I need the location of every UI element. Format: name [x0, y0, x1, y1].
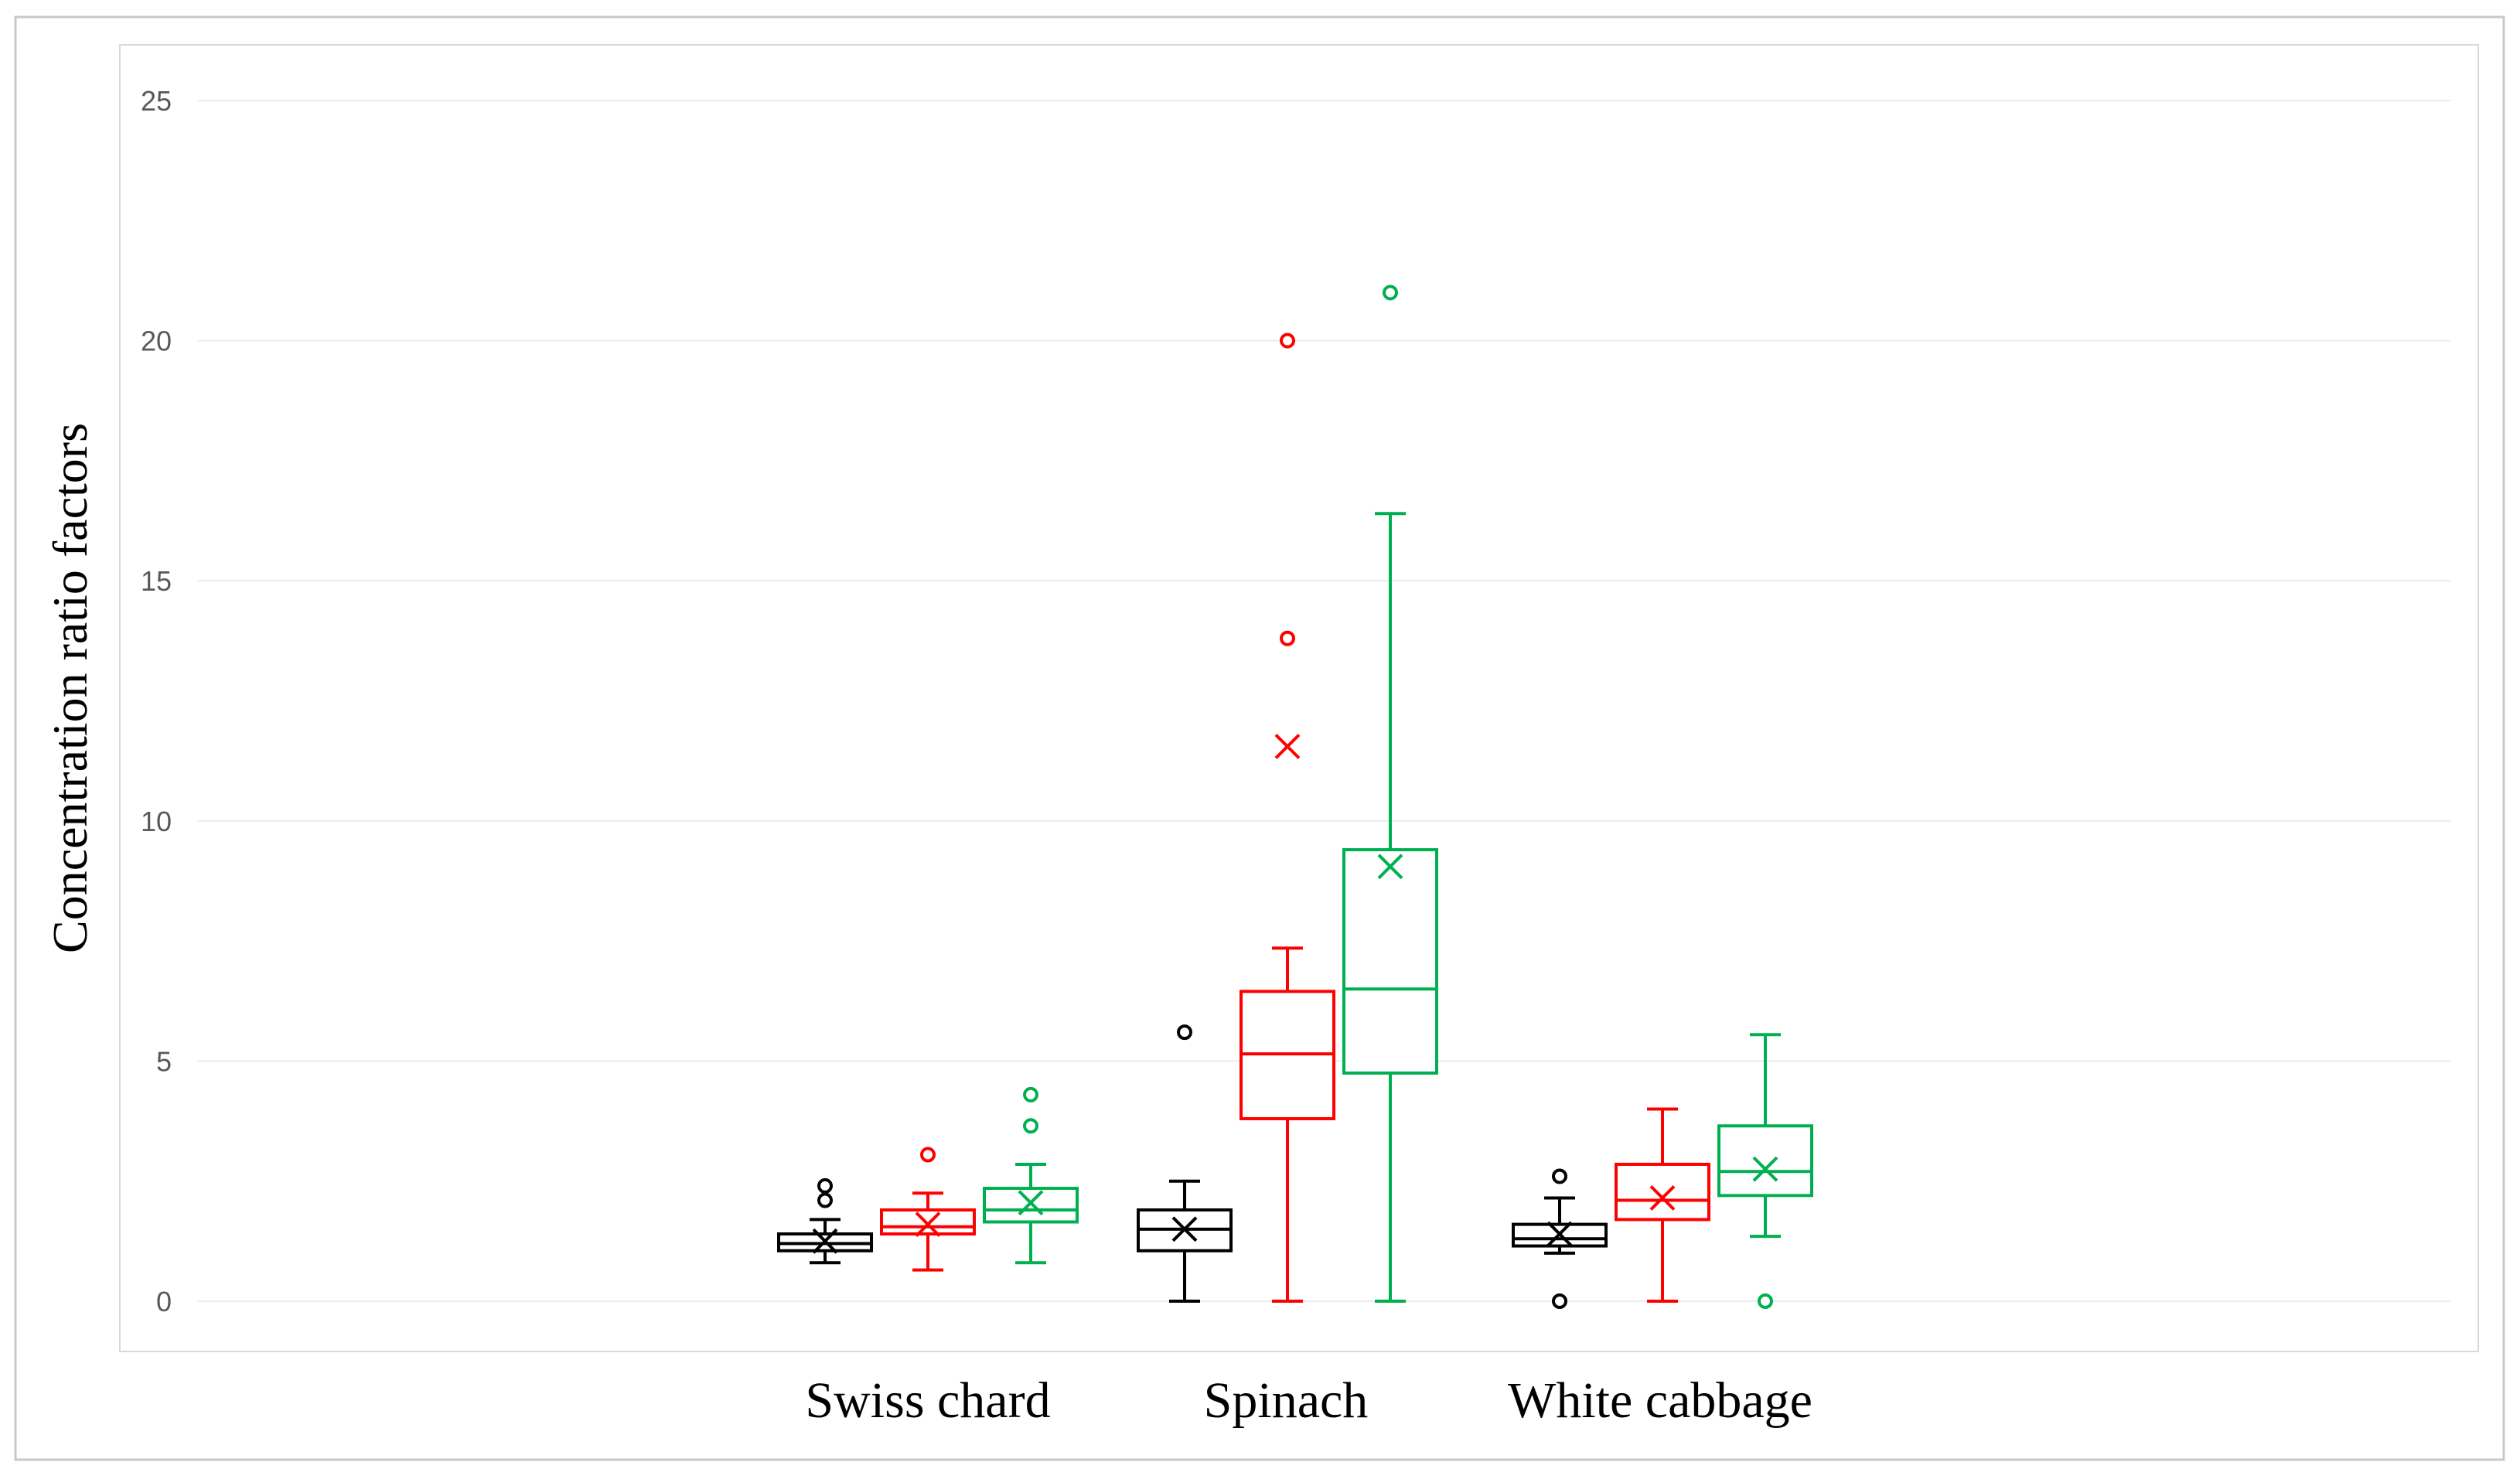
iqr-box	[1615, 1162, 1710, 1222]
y-tick-label-15: 15	[141, 565, 172, 597]
box-3-1	[983, 1086, 1079, 1265]
mean-marker-b	[812, 1228, 838, 1254]
box-2-2	[1240, 332, 1335, 1303]
box-1-1	[777, 1177, 873, 1265]
mean-marker-b	[1546, 1221, 1573, 1247]
gridlines	[197, 100, 2451, 1302]
box-1-3	[1512, 1168, 1608, 1309]
outlier-point-1	[1383, 285, 1398, 301]
box-2-3	[1615, 1107, 1710, 1303]
outlier-point-1	[1023, 1118, 1038, 1134]
outlier-point-2	[1552, 1168, 1567, 1184]
plot-area	[119, 44, 2479, 1352]
outlier-point-1	[1280, 630, 1295, 646]
series-3	[983, 285, 1813, 1309]
box-series	[777, 285, 1813, 1309]
category-label-1: Swiss chard	[805, 1372, 1050, 1429]
mean-marker-b	[915, 1211, 941, 1238]
iqr-box	[983, 1187, 1079, 1224]
y-tick-label-0: 0	[156, 1286, 172, 1317]
box-3-3	[1717, 1033, 1813, 1309]
iqr-box	[1717, 1124, 1813, 1198]
outlier-point-1	[1177, 1024, 1192, 1041]
x-axis-categories: Swiss chard Spinach White cabbage	[805, 1372, 1812, 1429]
iqr-box	[1342, 848, 1438, 1075]
outlier-point-1	[1758, 1293, 1773, 1309]
mean-marker-b	[1018, 1190, 1044, 1216]
outlier-point-1	[920, 1147, 936, 1163]
y-tick-label-5: 5	[156, 1045, 172, 1077]
mean-marker-b	[1377, 854, 1403, 880]
y-tick-label-20: 20	[141, 325, 172, 357]
category-label-2: Spinach	[1204, 1372, 1369, 1429]
series-2	[880, 332, 1710, 1303]
outlier-point-2	[1023, 1086, 1038, 1102]
box-2-1	[880, 1147, 976, 1272]
iqr-box	[1512, 1222, 1608, 1248]
box-1-2	[1137, 1024, 1233, 1303]
y-axis-label: Concentration ratio factors	[43, 423, 97, 953]
y-tick-label-25: 25	[141, 85, 172, 117]
mean-marker-b	[1171, 1216, 1198, 1242]
outlier-point-1	[817, 1192, 833, 1208]
box-3-2	[1342, 285, 1438, 1303]
outlier-point-1	[1552, 1293, 1567, 1309]
mean-marker-b	[1752, 1156, 1778, 1182]
outlier-point-2	[817, 1177, 833, 1194]
mean-marker-b	[1274, 734, 1301, 759]
y-tick-label-10: 10	[141, 806, 172, 837]
series-1	[777, 1024, 1608, 1309]
outlier-point-2	[1280, 332, 1295, 349]
y-axis-ticks: 0 5 10 15 20 25	[141, 85, 172, 1317]
iqr-box	[880, 1208, 976, 1236]
category-label-3: White cabbage	[1508, 1372, 1812, 1429]
mean-marker-b	[1649, 1185, 1676, 1211]
